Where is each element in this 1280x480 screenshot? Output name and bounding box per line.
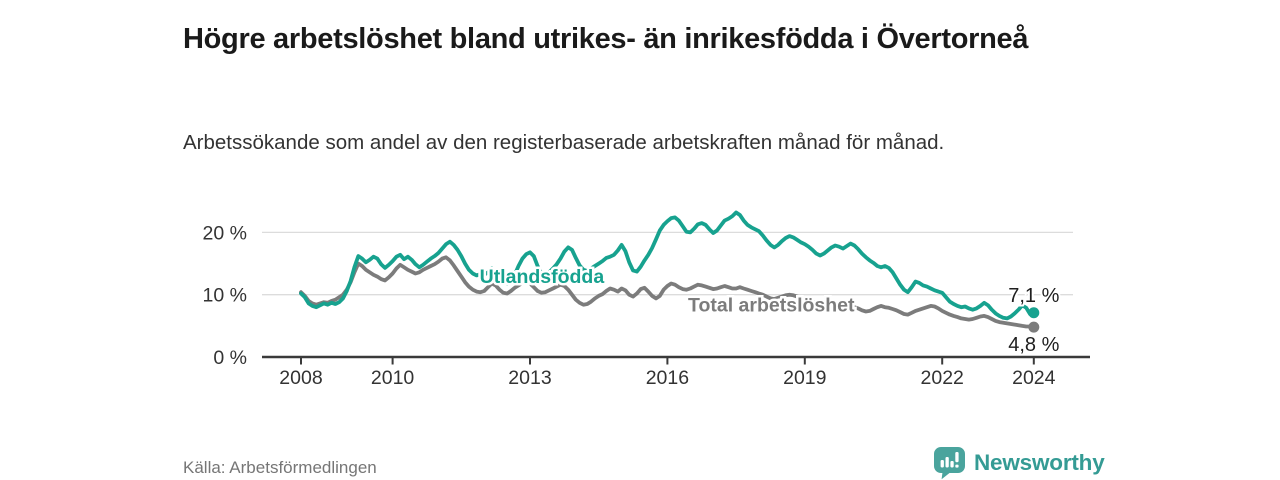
y-axis-tick-label: 0 % <box>213 347 247 369</box>
page-subtitle: Arbetssökande som andel av den registerb… <box>183 130 945 154</box>
x-axis-tick-label: 2022 <box>921 367 964 389</box>
series-label: Utlandsfödda <box>480 266 605 288</box>
series-end-label: 4,8 % <box>1008 334 1059 356</box>
series-line-utlandsf-dda <box>299 210 1036 321</box>
page-title: Högre arbetslöshet bland utrikes- än inr… <box>183 23 1029 56</box>
y-axis-tick-label: 20 % <box>203 222 247 244</box>
series-line-total-arbetsl-shet <box>299 255 1036 330</box>
x-axis-tick-label: 2024 <box>1012 367 1056 389</box>
x-axis-tick-label: 2019 <box>783 367 826 389</box>
brand-lockup: Newsworthy <box>933 446 1105 480</box>
series-end-dot <box>1028 321 1040 333</box>
y-axis-tick-label: 10 % <box>203 285 247 307</box>
x-axis-tick-label: 2013 <box>508 367 551 389</box>
series-end-dot <box>1028 307 1040 319</box>
brand-name: Newsworthy <box>974 450 1105 475</box>
series-end-label: 7,1 % <box>1008 285 1059 307</box>
series-label: Total arbetslöshet <box>688 295 855 317</box>
x-axis-tick-label: 2016 <box>646 367 689 389</box>
x-axis-tick-label: 2010 <box>371 367 415 389</box>
source-text: Källa: Arbetsförmedlingen <box>183 458 377 477</box>
x-axis-tick-label: 2008 <box>279 367 322 389</box>
newsworthy-pin-icon <box>934 447 965 480</box>
